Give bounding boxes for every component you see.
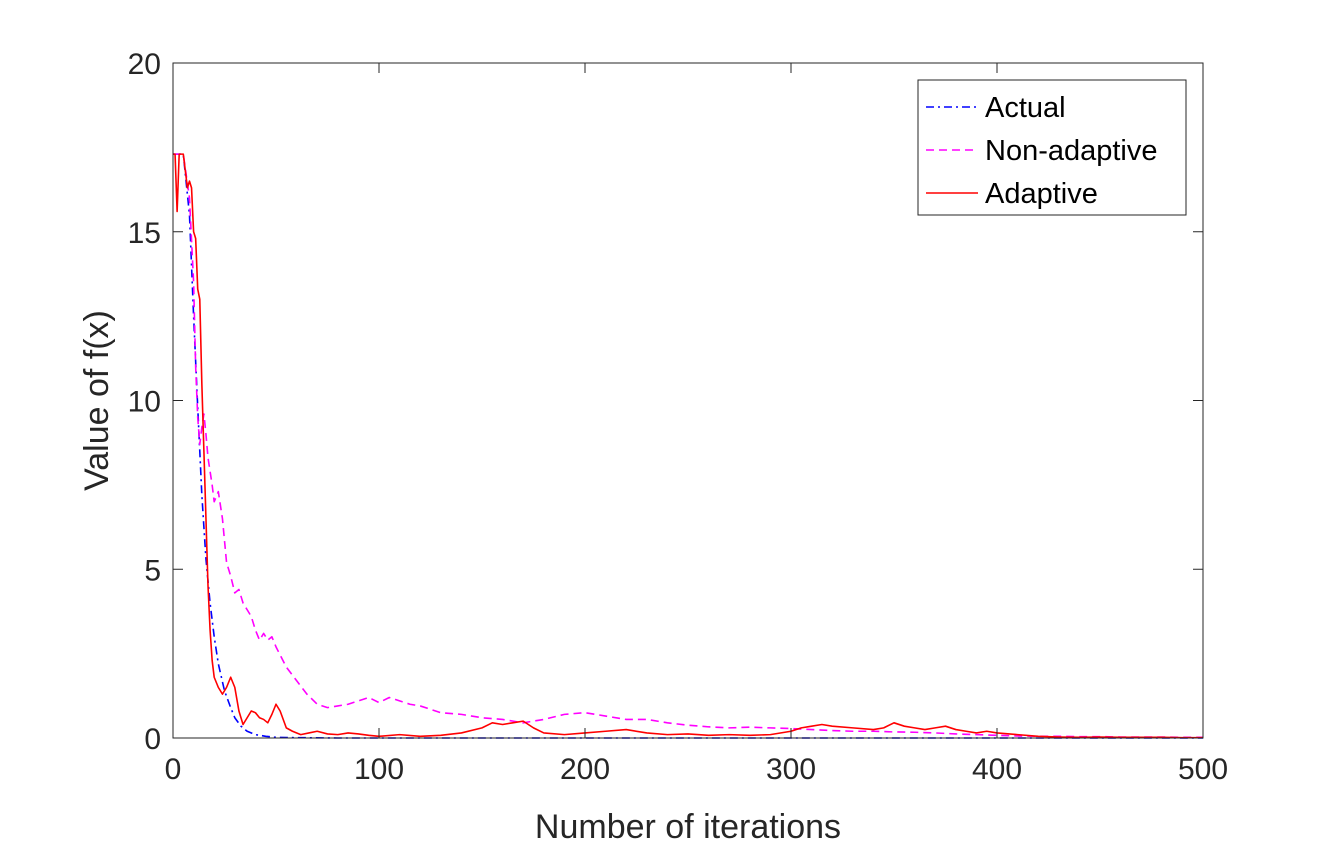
legend-label: Non-adaptive xyxy=(985,135,1158,167)
series-line-actual xyxy=(173,153,1203,739)
x-tick-label: 200 xyxy=(560,753,610,786)
x-tick-label: 0 xyxy=(165,753,182,786)
x-tick-label: 400 xyxy=(972,753,1022,786)
y-tick-label: 5 xyxy=(144,554,161,587)
x-tick-label: 300 xyxy=(766,753,816,786)
legend-box xyxy=(917,79,1187,216)
series-line-adaptive xyxy=(173,153,1203,739)
legend-label: Adaptive xyxy=(985,178,1098,210)
x-tick-label: 500 xyxy=(1178,753,1228,786)
series-line-non-adaptive xyxy=(173,153,1203,739)
legend: Actual Non-adaptive Adaptive xyxy=(917,79,1187,216)
y-tick-label: 0 xyxy=(144,723,161,756)
series-layer xyxy=(173,153,1203,739)
y-axis-title: Value of f(x) xyxy=(78,310,116,491)
legend-label: Actual xyxy=(985,92,1066,124)
y-tick-label: 15 xyxy=(128,217,161,250)
x-axis-title: Number of iterations xyxy=(535,808,841,846)
x-tick-label: 100 xyxy=(354,753,404,786)
axes-layer: 0 100 200 300 400 500 0 5 10 15 20 xyxy=(128,48,1228,786)
y-tick-label: 10 xyxy=(128,386,161,419)
y-tick-label: 20 xyxy=(128,48,161,81)
